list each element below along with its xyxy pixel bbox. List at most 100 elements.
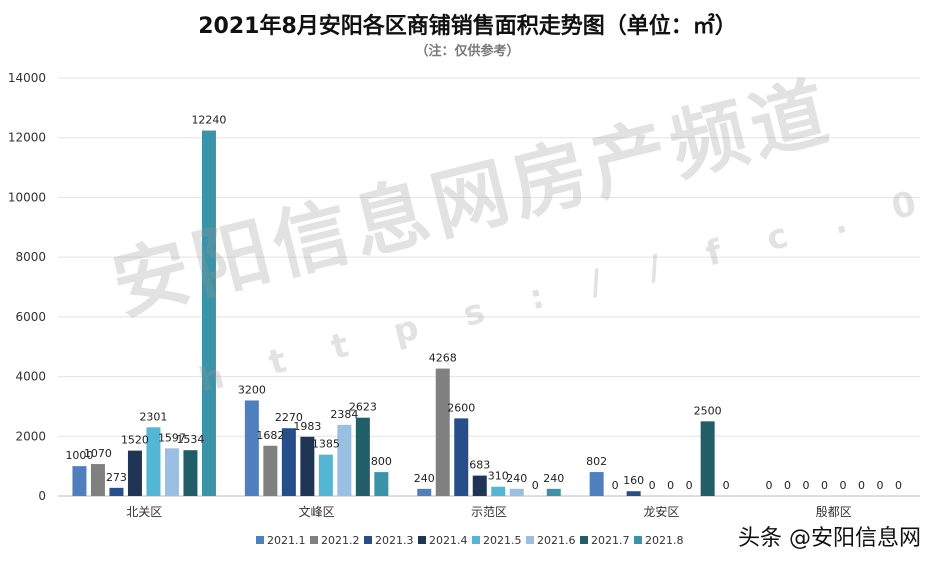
x-category-label: 文峰区 bbox=[299, 504, 335, 519]
data-label: 0 bbox=[821, 479, 828, 492]
bar bbox=[355, 417, 370, 496]
data-label: 0 bbox=[686, 479, 693, 492]
x-category-label: 殷都区 bbox=[816, 505, 852, 519]
data-label: 2301 bbox=[139, 410, 167, 423]
data-label: 0 bbox=[840, 479, 847, 492]
data-label: 0 bbox=[803, 479, 810, 492]
bar bbox=[454, 418, 469, 496]
y-tick-label: 14000 bbox=[8, 71, 46, 85]
legend-swatch bbox=[418, 536, 426, 544]
data-label: 3200 bbox=[238, 383, 266, 396]
legend-label: 2021.3 bbox=[375, 534, 414, 547]
data-label: 2623 bbox=[349, 401, 377, 414]
legend-swatch bbox=[364, 536, 372, 544]
bar bbox=[472, 475, 487, 496]
data-label: 1520 bbox=[121, 434, 149, 447]
y-tick-label: 6000 bbox=[15, 310, 46, 324]
data-label: 1597 bbox=[158, 431, 186, 444]
legend-label: 2021.7 bbox=[591, 534, 630, 547]
chart-title: 2021年8月安阳各区商铺销售面积走势图（单位：㎡） bbox=[198, 14, 737, 39]
data-label: 273 bbox=[106, 471, 127, 484]
data-label: 310 bbox=[488, 470, 509, 483]
data-label: 802 bbox=[586, 455, 607, 468]
data-label: 0 bbox=[858, 479, 865, 492]
data-label: 0 bbox=[723, 479, 730, 492]
bar bbox=[509, 488, 524, 496]
legend-label: 2021.8 bbox=[645, 534, 684, 547]
data-label: 0 bbox=[667, 479, 674, 492]
legend-swatch bbox=[256, 536, 264, 544]
bar bbox=[491, 486, 506, 496]
legend-label: 2021.4 bbox=[429, 534, 468, 547]
bar bbox=[417, 488, 432, 496]
bar bbox=[183, 450, 198, 496]
data-label: 1682 bbox=[256, 429, 284, 442]
data-label: 0 bbox=[612, 479, 619, 492]
data-label: 683 bbox=[469, 459, 490, 472]
bar bbox=[546, 488, 561, 496]
y-tick-label: 0 bbox=[38, 489, 46, 503]
x-category-label: 北关区 bbox=[126, 505, 162, 519]
bar bbox=[263, 445, 278, 496]
x-category-label: 龙安区 bbox=[643, 504, 679, 519]
data-label: 4268 bbox=[429, 352, 457, 365]
legend-swatch bbox=[580, 536, 588, 544]
chart-subtitle: （注：仅供参考） bbox=[415, 44, 520, 59]
bar bbox=[374, 472, 389, 496]
bar bbox=[626, 491, 641, 496]
bar bbox=[337, 424, 352, 496]
data-label: 800 bbox=[371, 455, 392, 468]
legend-label: 2021.1 bbox=[267, 534, 306, 547]
bar bbox=[146, 427, 161, 496]
data-label: 0 bbox=[877, 479, 884, 492]
data-label: 240 bbox=[506, 472, 527, 485]
y-tick-label: 10000 bbox=[8, 190, 46, 204]
bar bbox=[589, 472, 604, 496]
bar bbox=[127, 450, 142, 496]
y-tick-label: 4000 bbox=[15, 370, 46, 384]
data-label: 2270 bbox=[275, 411, 303, 424]
data-label: 240 bbox=[543, 472, 564, 485]
legend-swatch bbox=[634, 536, 642, 544]
legend-swatch bbox=[310, 536, 318, 544]
data-label: 0 bbox=[784, 479, 791, 492]
legend-label: 2021.6 bbox=[537, 534, 576, 547]
bar bbox=[281, 428, 296, 496]
data-label: 1070 bbox=[84, 447, 112, 460]
legend-label: 2021.2 bbox=[321, 534, 360, 547]
data-label: 0 bbox=[766, 479, 773, 492]
bar bbox=[90, 464, 105, 496]
y-tick-label: 2000 bbox=[15, 429, 46, 443]
bar bbox=[72, 466, 87, 496]
bar bbox=[318, 454, 333, 496]
bar bbox=[109, 487, 124, 496]
bar bbox=[435, 368, 450, 496]
data-label: 240 bbox=[414, 472, 435, 485]
y-tick-label: 12000 bbox=[8, 131, 46, 145]
source-credit: 头条 @安阳信息网 bbox=[738, 526, 921, 551]
bar bbox=[244, 400, 259, 496]
data-label: 1385 bbox=[312, 438, 340, 451]
bar bbox=[300, 436, 315, 496]
data-label: 2384 bbox=[330, 408, 358, 421]
data-label: 1983 bbox=[293, 420, 321, 433]
data-label: 1534 bbox=[176, 433, 204, 446]
data-label: 2600 bbox=[447, 401, 475, 414]
y-tick-label: 8000 bbox=[15, 250, 46, 264]
legend-swatch bbox=[526, 536, 534, 544]
data-label: 2500 bbox=[694, 404, 722, 417]
bar bbox=[700, 421, 715, 496]
data-label: 0 bbox=[649, 479, 656, 492]
data-label: 0 bbox=[895, 479, 902, 492]
bar bbox=[164, 448, 179, 496]
legend-label: 2021.5 bbox=[483, 534, 522, 547]
x-category-label: 示范区 bbox=[471, 505, 507, 519]
bar bbox=[201, 130, 216, 496]
data-label: 160 bbox=[623, 474, 644, 487]
data-label: 1000 bbox=[65, 449, 93, 462]
data-label: 12240 bbox=[191, 114, 226, 127]
data-label: 0 bbox=[532, 479, 539, 492]
legend-swatch bbox=[472, 536, 480, 544]
